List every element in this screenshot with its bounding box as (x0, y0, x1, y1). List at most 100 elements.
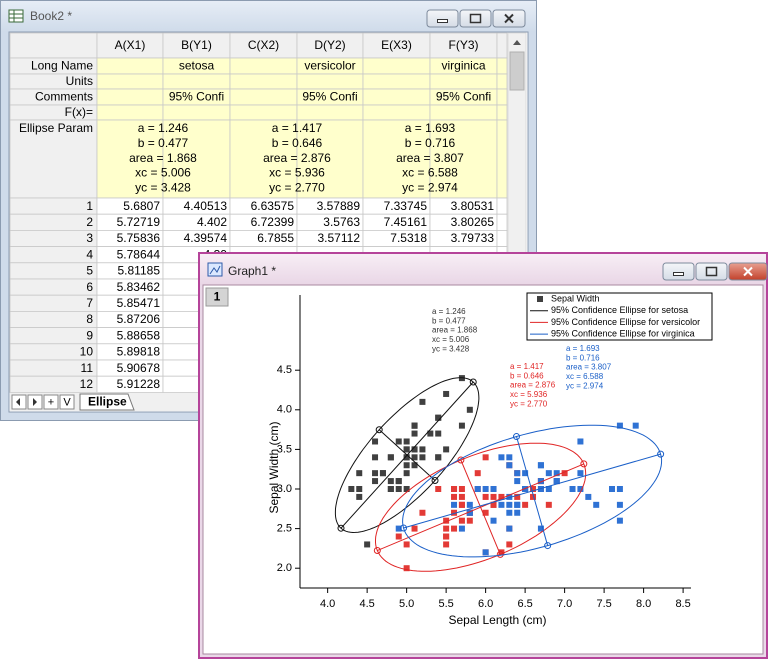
minor-axis (378, 429, 436, 481)
row-number-cell (9, 327, 98, 345)
scatter-point (435, 486, 442, 492)
scatter-point (458, 501, 465, 508)
scatter-point (395, 525, 402, 532)
glyph (673, 272, 684, 276)
scatter-point (506, 525, 513, 532)
glyph (504, 13, 514, 24)
scatter-point (482, 486, 489, 492)
scatter-point (553, 478, 560, 485)
scatter-point (395, 486, 402, 492)
workbook-window: Book2 * A(X1) B(Y1) C(X2) D(Y2) E(X3) F(Y3) Lon… (0, 0, 537, 421)
x-tick-label: 6.0 (478, 598, 493, 610)
legend-box (526, 292, 713, 341)
sheet-nav-button[interactable] (11, 394, 27, 410)
scatter-point (411, 446, 418, 453)
scatter-point (498, 501, 505, 508)
long-name-cell: setosa (179, 59, 215, 73)
annotation-line: xc = 6.588 (566, 372, 604, 381)
label-cell (496, 119, 508, 199)
scatter-point (537, 478, 544, 485)
scroll-thumb[interactable] (509, 51, 525, 91)
ellipse-param-cell: yc = 2.974 (402, 180, 458, 194)
tab-shape (79, 393, 135, 411)
scatter-point (530, 493, 537, 500)
cell-value: 5.72719 (117, 215, 161, 229)
scatter-point (395, 478, 402, 485)
close-button[interactable] (728, 262, 768, 281)
sheet-nav-button[interactable]: + (43, 394, 59, 410)
sheet-nav-button[interactable] (27, 394, 43, 410)
y-tick-label: 2.0 (277, 562, 292, 574)
row-number: 10 (80, 345, 94, 359)
corner-cell (9, 32, 98, 59)
scatter-point (419, 446, 426, 453)
sheet-tab[interactable]: Ellipse (79, 393, 135, 411)
cell-value: 3.57112 (318, 231, 361, 245)
ellipse-vertex (400, 524, 408, 532)
maximize-button[interactable] (695, 262, 728, 281)
scatter-point (530, 486, 537, 492)
annotation-line: area = 1.868 (432, 326, 478, 335)
row-number: 6 (86, 280, 93, 294)
y-axis-title: Sepal Width (cm) (267, 421, 281, 513)
row-number: 7 (86, 296, 93, 310)
ellipse-vertex (373, 547, 381, 555)
cell-value: 7.5318 (390, 231, 427, 245)
comment-cell: 95% Confi (436, 90, 491, 104)
scatter-point (616, 501, 623, 508)
comment-cell: 95% Confi (169, 90, 224, 104)
scatter-point (514, 470, 521, 477)
minimize-button[interactable] (662, 262, 695, 281)
scatter-point (514, 478, 521, 485)
glyph (469, 13, 482, 24)
row-number: 12 (80, 377, 94, 391)
scatter-point (403, 462, 410, 469)
y-tick-label: 2.5 (277, 523, 292, 535)
scatter-point (443, 446, 450, 453)
scatter-point (561, 470, 568, 477)
row-label: Comments (35, 90, 93, 104)
scatter-point (577, 438, 584, 445)
annotation-line: b = 0.646 (510, 371, 544, 380)
row-number-cell (9, 310, 98, 328)
x-tick-label: 5.0 (399, 598, 414, 610)
glyph (437, 19, 448, 23)
scatter-point (490, 517, 497, 524)
x-tick-label: 4.5 (359, 598, 374, 610)
scatter-point (514, 509, 521, 516)
scatter-point (372, 438, 379, 445)
scatter-point (372, 470, 379, 477)
ellipse-param-cell: a = 1.693 (405, 121, 456, 135)
cell-value: 5.83462 (117, 280, 161, 294)
scatter-point (387, 454, 394, 461)
scatter-point (411, 422, 418, 429)
column-header (229, 32, 298, 59)
scatter-point (632, 422, 639, 429)
row-number: 8 (86, 312, 93, 326)
label-cell (296, 104, 364, 121)
window-icon (207, 262, 223, 277)
label-cell (162, 104, 231, 121)
data-cell (496, 213, 508, 231)
label-cell (229, 119, 298, 199)
scroll-up-arrow[interactable] (513, 40, 521, 45)
scatter-point (506, 462, 513, 469)
scatter-point (403, 470, 410, 477)
scatter-point (403, 541, 410, 548)
scatter-point (490, 486, 497, 492)
window-title: Book2 * (30, 9, 72, 23)
label-cell (162, 73, 231, 90)
scatter-point (593, 501, 600, 508)
scatter-point (482, 549, 489, 556)
sheet-nav-button[interactable]: V (59, 394, 75, 410)
button-face (43, 394, 59, 410)
maximize-button[interactable] (459, 9, 492, 28)
close-button[interactable] (492, 9, 526, 28)
minimize-button[interactable] (426, 9, 459, 28)
ellipse-vertex (337, 524, 345, 532)
scatter-point (403, 446, 410, 453)
scatter-point (403, 454, 410, 461)
button-label: V (63, 396, 71, 408)
